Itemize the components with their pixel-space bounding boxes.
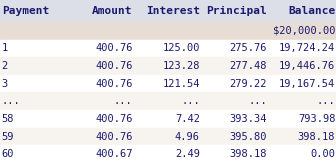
Text: 123.28: 123.28 xyxy=(162,61,200,71)
Text: 19,724.24: 19,724.24 xyxy=(279,43,335,53)
Text: 275.76: 275.76 xyxy=(229,43,267,53)
Text: 58: 58 xyxy=(2,114,14,124)
Text: 121.54: 121.54 xyxy=(162,79,200,89)
Text: 400.76: 400.76 xyxy=(95,61,133,71)
Text: 393.34: 393.34 xyxy=(229,114,267,124)
Text: 7.42: 7.42 xyxy=(175,114,200,124)
Bar xyxy=(0,57,336,75)
Text: 4.96: 4.96 xyxy=(175,132,200,141)
Bar xyxy=(0,0,336,22)
Text: 19,167.54: 19,167.54 xyxy=(279,79,335,89)
Text: ...: ... xyxy=(2,96,20,106)
Text: ...: ... xyxy=(181,96,200,106)
Text: 400.76: 400.76 xyxy=(95,43,133,53)
Text: 59: 59 xyxy=(2,132,14,141)
Text: 2: 2 xyxy=(2,61,8,71)
Text: 277.48: 277.48 xyxy=(229,61,267,71)
Text: 2.49: 2.49 xyxy=(175,149,200,159)
Bar xyxy=(0,40,336,57)
Text: Principal: Principal xyxy=(206,6,267,16)
Text: 1: 1 xyxy=(2,43,8,53)
Text: ...: ... xyxy=(248,96,267,106)
Text: 793.98: 793.98 xyxy=(298,114,335,124)
Bar xyxy=(0,22,336,40)
Text: 19,446.76: 19,446.76 xyxy=(279,61,335,71)
Text: 400.67: 400.67 xyxy=(95,149,133,159)
Text: Amount: Amount xyxy=(92,6,133,16)
Bar xyxy=(0,92,336,110)
Text: 398.18: 398.18 xyxy=(298,132,335,141)
Text: Interest: Interest xyxy=(146,6,200,16)
Text: 395.80: 395.80 xyxy=(229,132,267,141)
Bar xyxy=(0,128,336,145)
Text: 60: 60 xyxy=(2,149,14,159)
Text: 400.76: 400.76 xyxy=(95,79,133,89)
Text: $20,000.00: $20,000.00 xyxy=(273,26,335,36)
Text: 398.18: 398.18 xyxy=(229,149,267,159)
Text: Balance: Balance xyxy=(288,6,335,16)
Text: ...: ... xyxy=(317,96,335,106)
Text: 3: 3 xyxy=(2,79,8,89)
Text: 0.00: 0.00 xyxy=(310,149,335,159)
Text: 279.22: 279.22 xyxy=(229,79,267,89)
Text: 400.76: 400.76 xyxy=(95,114,133,124)
Bar xyxy=(0,110,336,128)
Bar xyxy=(0,75,336,92)
Text: Payment: Payment xyxy=(2,6,49,16)
Text: 400.76: 400.76 xyxy=(95,132,133,141)
Text: 125.00: 125.00 xyxy=(162,43,200,53)
Text: ...: ... xyxy=(114,96,133,106)
Bar xyxy=(0,145,336,163)
